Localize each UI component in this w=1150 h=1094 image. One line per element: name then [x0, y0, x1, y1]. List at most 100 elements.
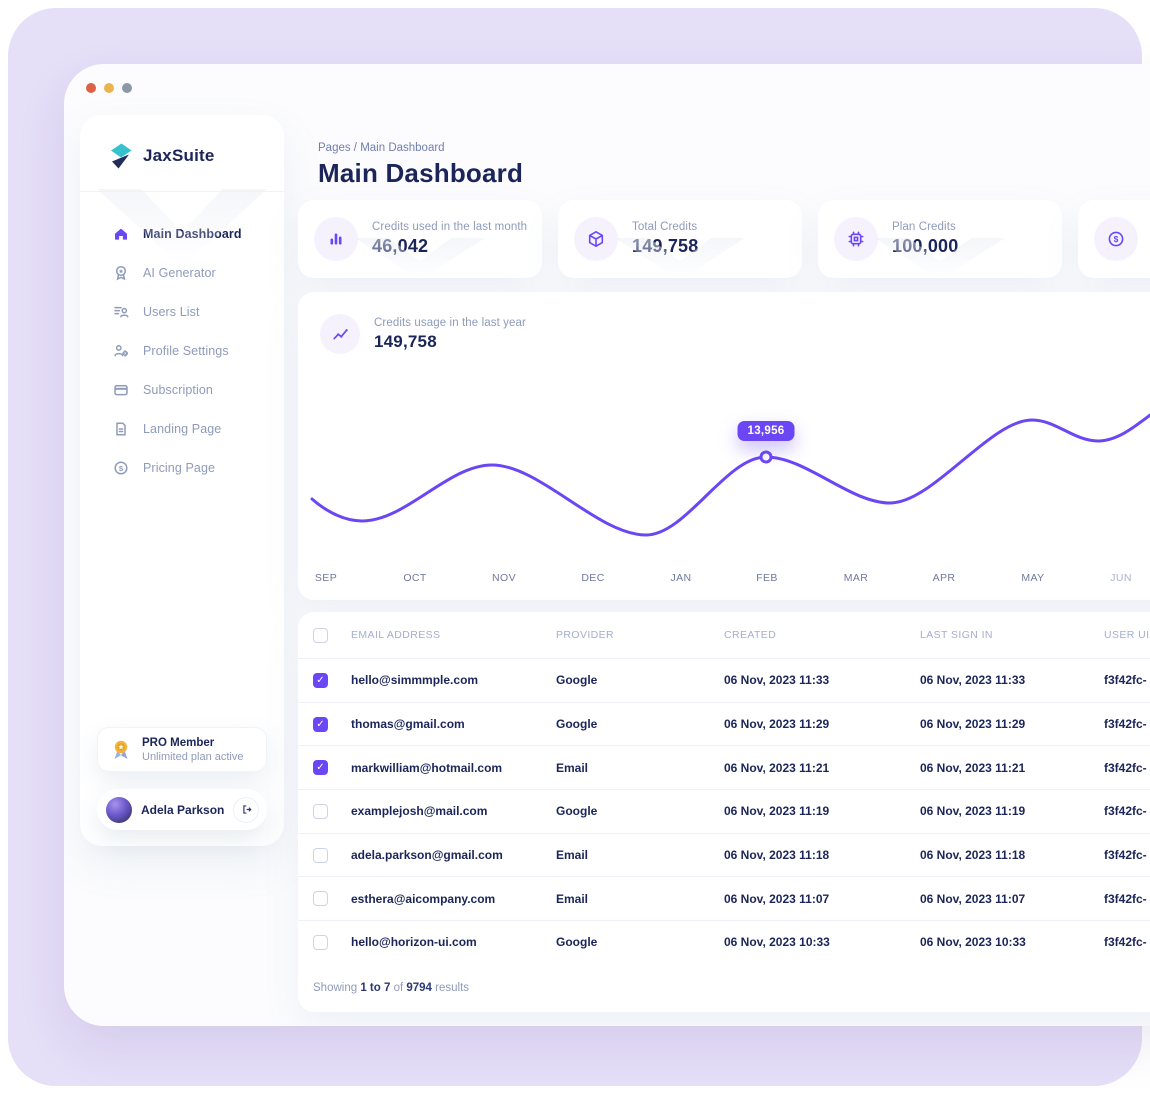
- provider-cell: Email: [556, 760, 589, 775]
- table-row[interactable]: adela.parkson@gmail.com Email 06 Nov, 20…: [298, 832, 1150, 877]
- sidebar-item-pricing-page[interactable]: $ Pricing Page: [80, 448, 284, 487]
- cube-icon: [574, 217, 618, 261]
- row-checkbox[interactable]: ✓: [313, 760, 328, 776]
- credits-line-chart: [310, 413, 1150, 537]
- chart-label: Credits usage in the last year: [374, 316, 526, 329]
- chart-x-axis: SEP OCT NOV DEC JAN FEB MAR APR MAY JUN: [298, 572, 1150, 586]
- sidebar-item-subscription[interactable]: Subscription: [80, 370, 284, 409]
- user-uid-cell: f3f42fc-: [1104, 673, 1147, 688]
- breadcrumb[interactable]: Pages / Main Dashboard: [318, 142, 445, 154]
- close-window-icon[interactable]: [86, 83, 96, 93]
- stat-card-total-credits: Total Credits 149,758: [558, 200, 802, 278]
- pro-member-title: PRO Member: [142, 736, 215, 749]
- dollar-icon: $: [1094, 217, 1138, 261]
- table-row[interactable]: ✓ thomas@gmail.com Google 06 Nov, 2023 1…: [298, 701, 1150, 746]
- profile-settings-icon: [112, 342, 130, 360]
- x-tick: NOV: [492, 572, 516, 584]
- stat-label: Plan Credits: [892, 221, 956, 233]
- medal-icon: [114, 740, 128, 759]
- pro-member-card: PRO Member Unlimited plan active: [97, 727, 267, 772]
- x-tick: FEB: [756, 572, 778, 584]
- sidebar-item-label: Profile Settings: [143, 343, 229, 358]
- last-sign-in-cell: 06 Nov, 2023 11:33: [920, 673, 1026, 688]
- svg-text:$: $: [119, 464, 124, 473]
- x-tick: SEP: [314, 572, 338, 584]
- created-cell: 06 Nov, 2023 11:18: [724, 848, 830, 863]
- last-sign-in-cell: 06 Nov, 2023 10:33: [920, 935, 1026, 950]
- provider-cell: Email: [556, 848, 589, 863]
- email-cell: adela.parkson@gmail.com: [351, 848, 503, 863]
- sidebar-item-users-list[interactable]: Users List: [80, 292, 284, 331]
- table-row[interactable]: examplejosh@mail.com Google 06 Nov, 2023…: [298, 789, 1150, 833]
- row-checkbox[interactable]: ✓: [313, 716, 328, 732]
- table-row[interactable]: esthera@aicompany.com Email 06 Nov, 2023…: [298, 876, 1150, 920]
- column-header-email: EMAIL ADDRESS: [351, 629, 441, 641]
- stat-card-credits-used: Credits used in the last month 46,042: [298, 200, 542, 278]
- x-tick: OCT: [403, 572, 427, 584]
- users-list-icon: [112, 303, 130, 321]
- provider-cell: Google: [556, 673, 598, 688]
- user-uid-cell: f3f42fc-: [1104, 891, 1147, 906]
- created-cell: 06 Nov, 2023 11:07: [724, 891, 830, 906]
- sidebar-item-label: Users List: [143, 304, 200, 319]
- table-row[interactable]: hello@horizon-ui.com Google 06 Nov, 2023…: [298, 920, 1150, 964]
- main-content: Pages / Main Dashboard Main Dashboard Cr…: [298, 64, 1150, 1026]
- chart-tooltip: 13,956: [737, 421, 795, 441]
- user-chip: Adela Parkson: [97, 789, 267, 830]
- x-tick: MAY: [1021, 572, 1045, 584]
- created-cell: 06 Nov, 2023 11:33: [724, 673, 830, 688]
- user-name: Adela Parkson: [141, 802, 225, 817]
- minimize-window-icon[interactable]: [104, 83, 114, 93]
- row-checkbox[interactable]: ✓: [313, 672, 328, 688]
- last-sign-in-cell: 06 Nov, 2023 11:21: [920, 760, 1026, 775]
- email-cell: hello@simmmple.com: [351, 673, 479, 688]
- dollar-icon: $: [112, 459, 130, 477]
- column-header-user-uid: USER UID: [1104, 629, 1150, 641]
- brand-name: JaxSuite: [143, 146, 215, 165]
- stat-value: 149,758: [632, 236, 699, 256]
- user-uid-cell: f3f42fc-: [1104, 848, 1147, 863]
- results-suffix: results: [435, 982, 470, 994]
- sidebar-item-profile-settings[interactable]: Profile Settings: [80, 331, 284, 370]
- home-icon: [112, 225, 130, 243]
- column-header-last-sign-in: LAST SIGN IN: [920, 629, 993, 641]
- window-controls: [86, 83, 132, 93]
- select-all-checkbox[interactable]: [313, 627, 328, 643]
- created-cell: 06 Nov, 2023 10:33: [724, 935, 830, 950]
- last-sign-in-cell: 06 Nov, 2023 11:07: [920, 891, 1026, 906]
- sidebar-item-label: Landing Page: [143, 421, 222, 436]
- results-summary: Showing 1 to 7 of 9794 results: [313, 982, 469, 994]
- results-of: of: [393, 982, 404, 994]
- page-title: Main Dashboard: [318, 158, 524, 188]
- sidebar-item-landing-page[interactable]: Landing Page: [80, 409, 284, 448]
- fullscreen-window-icon[interactable]: [122, 83, 132, 93]
- row-checkbox[interactable]: [313, 891, 328, 907]
- stat-label: Credits used in the last month: [372, 221, 528, 233]
- email-cell: hello@horizon-ui.com: [351, 935, 477, 950]
- stat-label: Total Credits: [632, 221, 698, 233]
- row-checkbox[interactable]: [313, 934, 328, 950]
- sidebar-item-label: Subscription: [143, 382, 213, 397]
- table-row[interactable]: ✓ hello@simmmple.com Google 06 Nov, 2023…: [298, 658, 1150, 702]
- provider-cell: Google: [556, 935, 598, 950]
- row-checkbox[interactable]: [313, 847, 328, 863]
- credit-card-icon: [112, 381, 130, 399]
- last-sign-in-cell: 06 Nov, 2023 11:18: [920, 848, 1026, 863]
- app-window: JaxSuite Main Dashboard AI Generator: [64, 64, 1150, 1026]
- provider-cell: Email: [556, 891, 589, 906]
- row-checkbox[interactable]: [313, 803, 328, 819]
- sidebar-item-main-dashboard[interactable]: Main Dashboard: [80, 214, 284, 253]
- email-cell: esthera@aicompany.com: [351, 891, 496, 906]
- brand-logo: JaxSuite: [80, 115, 284, 191]
- svg-text:$: $: [1114, 234, 1119, 244]
- email-cell: examplejosh@mail.com: [351, 804, 488, 819]
- logout-button[interactable]: [233, 796, 259, 823]
- avatar: [106, 796, 132, 823]
- table-row[interactable]: ✓ markwilliam@hotmail.com Email 06 Nov, …: [298, 745, 1150, 789]
- stat-value: 100,000: [892, 236, 959, 256]
- logout-icon: [242, 805, 251, 814]
- user-uid-cell: f3f42fc-: [1104, 804, 1147, 819]
- column-header-created: CREATED: [724, 629, 777, 641]
- trend-icon: [320, 314, 360, 354]
- sidebar-item-ai-generator[interactable]: AI Generator: [80, 253, 284, 292]
